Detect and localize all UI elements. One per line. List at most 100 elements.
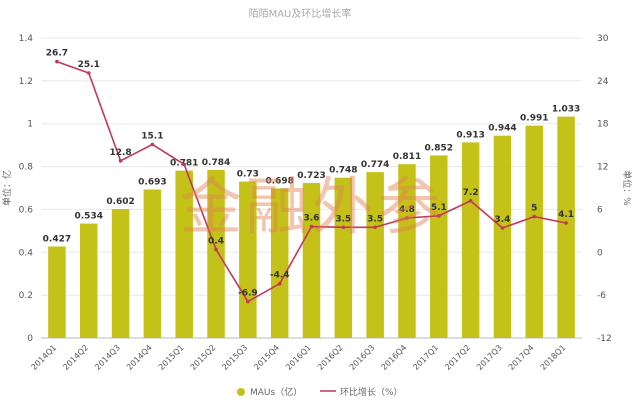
bar	[525, 125, 544, 339]
y-tick-label: 0.6	[19, 205, 34, 215]
line-data-label: 7.2	[463, 188, 479, 198]
y2-tick-label: -12	[597, 334, 612, 344]
line-point	[86, 71, 91, 75]
y-tick-label: 0	[27, 334, 33, 344]
bar-data-label: 0.991	[520, 114, 548, 124]
x-tick-label: 2016Q1	[284, 343, 313, 372]
y2-axis-title: 单位：%	[621, 170, 633, 206]
line-point	[564, 221, 568, 225]
x-tick-label: 2016Q4	[380, 343, 409, 372]
bar	[48, 246, 66, 338]
x-tick-label: 2017Q3	[475, 343, 504, 372]
x-tick-label: 2015Q3	[220, 343, 249, 372]
line-data-label: -6.9	[238, 289, 258, 299]
bar-data-label: 0.534	[75, 212, 103, 222]
legend-label-line[interactable]: 环比增长（%）	[340, 386, 403, 398]
y-tick-label: 1	[27, 120, 33, 130]
line-data-label: 25.1	[78, 60, 100, 70]
line-point	[309, 224, 314, 229]
bar-data-label: 0.602	[106, 197, 134, 207]
chart-title: 陌陌MAU及环比增长率	[249, 7, 352, 20]
x-tick-label: 2015Q1	[157, 343, 186, 372]
bar	[366, 172, 384, 338]
y-tick-label: 1.2	[19, 77, 33, 87]
line-point	[55, 59, 59, 64]
legend: MAUs（亿） 环比增长（%）	[237, 386, 403, 398]
line-data-label: -4.4	[270, 271, 290, 281]
line-data-label: 0.4	[208, 236, 224, 246]
line-data-label: 3.6	[304, 214, 320, 224]
y2-tick-label: 0	[597, 248, 603, 258]
line-point	[246, 299, 250, 304]
line-data-labels: 26.7 25.1 12.8 15.1 0.4 -6.9 -4.4 3.6 3.5 3.5 4.8 5…	[46, 49, 574, 299]
watermark: 金融外参	[180, 170, 444, 243]
y-axis-ticks: 0 0.2 0.4 0.6 0.8 1 1.2 1.4	[19, 34, 34, 344]
x-tick-label: 2015Q2	[189, 343, 218, 372]
x-tick-label: 2017Q4	[507, 343, 536, 372]
line-data-label: 5	[531, 204, 537, 214]
bar	[302, 183, 321, 338]
line-point	[341, 225, 346, 230]
line-point	[182, 162, 187, 167]
y-tick-label: 1.4	[19, 34, 34, 44]
bar-data-label: 0.73	[237, 170, 259, 180]
bar-data-label: 0.427	[43, 235, 71, 245]
line-point	[277, 281, 282, 286]
line-data-label: 4.1	[558, 210, 574, 220]
line-data-label: 3.5	[335, 214, 351, 224]
line-data-label: 15.1	[141, 131, 163, 141]
bar-data-label: 0.693	[138, 178, 166, 188]
x-tick-label: 2014Q1	[30, 343, 59, 372]
line-point	[468, 199, 473, 203]
x-tick-label: 2015Q4	[252, 343, 281, 372]
line-data-label: 12.8	[109, 148, 131, 158]
y2-tick-label: 12	[597, 163, 608, 173]
line-point	[214, 247, 218, 252]
y2-tick-label: 6	[597, 205, 603, 215]
x-tick-label: 2014Q3	[93, 343, 122, 372]
legend-label-bar[interactable]: MAUs（亿）	[250, 386, 302, 398]
line-data-label: 4.8	[399, 205, 415, 215]
bar-data-label: 0.748	[329, 166, 357, 176]
bar-series	[48, 116, 575, 339]
bar-data-label: 0.784	[202, 158, 230, 168]
bar	[143, 189, 162, 338]
legend-marker-bar[interactable]	[237, 388, 245, 396]
bar	[207, 170, 225, 338]
bar-data-label: 0.723	[297, 171, 325, 181]
line-data-label: 3.5	[367, 214, 383, 224]
x-tick-label: 2016Q3	[348, 343, 377, 372]
bar	[398, 164, 416, 338]
y2-tick-label: -6	[597, 291, 606, 301]
x-tick-label: 2014Q4	[125, 343, 154, 372]
y2-tick-label: 24	[597, 77, 609, 87]
bar	[334, 177, 353, 338]
bar-data-label: 0.852	[425, 143, 453, 153]
bar-data-label: 0.944	[488, 124, 516, 134]
bar-data-label: 0.811	[393, 152, 421, 162]
y2-tick-label: 30	[597, 34, 609, 44]
line-data-label: 3.4	[494, 215, 510, 225]
line-series	[55, 59, 568, 304]
x-tick-label: 2018Q1	[539, 343, 568, 372]
y-tick-label: 0.8	[19, 163, 34, 173]
bar-data-label: 0.774	[361, 160, 389, 170]
x-tick-label: 2017Q1	[411, 343, 440, 372]
line-point	[150, 142, 155, 147]
line-point	[532, 214, 537, 219]
line-data-label: 26.7	[46, 49, 68, 59]
y-tick-label: 0.4	[19, 248, 34, 258]
bar	[79, 223, 98, 338]
bar-data-label: 0.913	[456, 130, 484, 140]
line-point	[405, 216, 409, 220]
bar	[493, 135, 512, 338]
line-data-label: 5.1	[431, 203, 447, 213]
bar	[557, 116, 575, 339]
bar	[461, 142, 480, 338]
bar	[430, 155, 448, 338]
line-point	[436, 214, 441, 218]
bar	[270, 188, 289, 338]
line-point	[373, 225, 377, 230]
y-axis-title: 单位：亿	[1, 170, 13, 206]
